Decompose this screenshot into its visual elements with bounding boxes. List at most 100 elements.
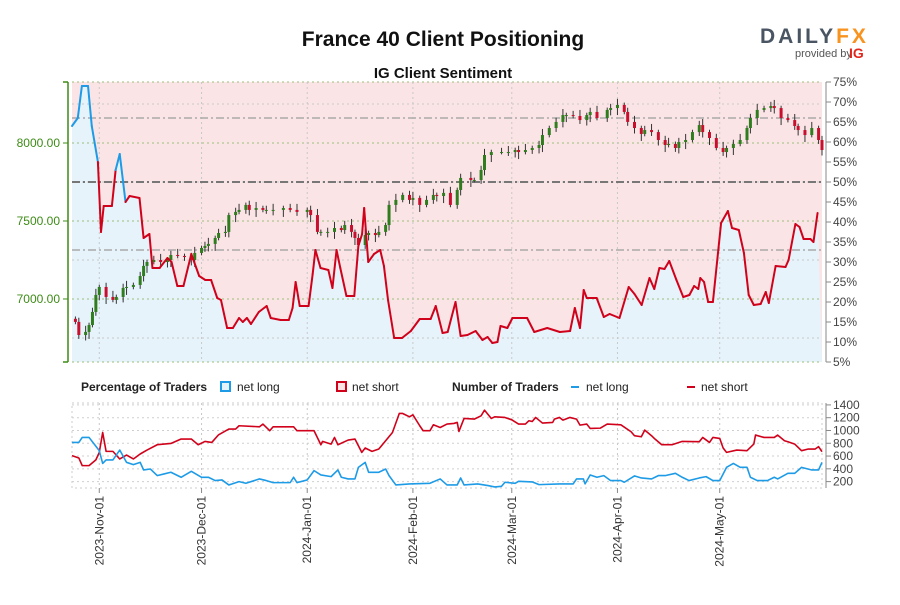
candle-up [500, 152, 504, 154]
chart-title: France 40 Client Positioning [302, 28, 584, 51]
net-long-pct-segment [387, 299, 396, 339]
candle-down [261, 208, 265, 210]
candle-down [408, 194, 411, 200]
candle-down [469, 177, 473, 180]
count-tick-label: 200 [833, 475, 853, 489]
net-long-pct-segment [335, 249, 342, 269]
net-long-pct-segment [148, 233, 154, 269]
candle-up [615, 104, 619, 109]
date-tick-label: 2024-Jan-01 [300, 496, 314, 564]
candle-down [73, 318, 77, 322]
pct-tick-label: 25% [833, 275, 857, 289]
candle-down [189, 257, 193, 260]
net-long-pct-segment [627, 286, 636, 295]
net-long-pct-segment [688, 285, 696, 296]
candle-up [523, 150, 527, 153]
net-long-pct-segment [198, 275, 207, 281]
net-long-pct-segment [569, 307, 576, 332]
candle-up [367, 232, 371, 236]
candle-down [339, 228, 343, 231]
net-long-pct-segment [533, 327, 549, 333]
date-tick-label: 2023-Nov-01 [92, 496, 106, 566]
candle-down [373, 232, 377, 236]
candle-up [609, 108, 613, 110]
net-long-pct-segment [663, 260, 671, 270]
logo-ig: IG [849, 45, 864, 61]
candle-down [309, 209, 313, 216]
net-long-pct-segment [602, 313, 611, 318]
net-long-pct-segment [774, 265, 787, 268]
candle-down [176, 254, 180, 256]
candle-up [667, 143, 671, 146]
net-long-pct-segment [379, 249, 385, 267]
pct-tick-label: 30% [833, 255, 857, 269]
candle-up [125, 286, 129, 288]
candle-up [513, 150, 517, 153]
net-long-pct-segment [90, 125, 99, 163]
candle-up [94, 294, 98, 312]
net-long-pct-segment [331, 249, 338, 289]
candle-up [203, 245, 207, 248]
net-long-pct-segment [446, 301, 457, 333]
candle-up [343, 225, 347, 231]
net-long-pct-segment [339, 267, 348, 297]
candle-up [213, 237, 217, 244]
pct-tick-label: 50% [833, 175, 857, 189]
count-tick-label: 600 [833, 449, 853, 463]
net-long-pct-segment [409, 318, 421, 332]
net-long-pct-segment [578, 289, 585, 329]
net-long-pct-segment [110, 169, 117, 207]
candle-down [356, 237, 360, 246]
net-long-pct-segment [573, 307, 581, 329]
candle-up [731, 143, 735, 148]
pct-tick-label: 65% [833, 115, 857, 129]
candle-down [622, 104, 626, 112]
net-long-pct-segment [720, 210, 729, 224]
logo-brand-daily: DAILY [760, 25, 836, 48]
pct-tick-label: 70% [833, 95, 857, 109]
candle-up [206, 243, 210, 246]
legend-num-long-label: net long [586, 380, 629, 394]
candle-down [595, 111, 599, 119]
candle-up [145, 262, 149, 266]
legend: Percentage of Traders net long net short… [81, 380, 748, 394]
candle-up [748, 118, 752, 129]
net-long-pct-segment [269, 317, 282, 321]
legend-pct-short-swatch [336, 381, 347, 392]
net-long-pct-segment [546, 327, 561, 333]
candle-down [350, 225, 354, 232]
candle-up [537, 145, 541, 148]
net-long-pct-segment [798, 226, 805, 240]
candle-down [111, 296, 115, 300]
candle-down [721, 147, 725, 153]
candle-down [701, 125, 705, 133]
candle-up [223, 231, 227, 233]
net-long-pct-segment [668, 260, 678, 281]
candle-up [87, 325, 91, 332]
candle-up [384, 225, 388, 232]
candle-up [547, 128, 551, 136]
candle-up [264, 209, 268, 211]
count-tick-label: 800 [833, 436, 853, 450]
candle-up [254, 208, 258, 210]
candle-down [77, 321, 81, 336]
candle-up [326, 231, 330, 233]
net-long-area [72, 86, 822, 362]
net-long-pct-segment [558, 330, 572, 333]
candle-up [479, 169, 483, 180]
candle-up [319, 231, 323, 233]
net-long-pct-segment [747, 294, 755, 306]
candle-up [165, 259, 169, 263]
net-long-pct-segment [633, 293, 643, 306]
candle-up [684, 140, 688, 143]
net-long-pct-segment [648, 277, 656, 290]
candle-down [663, 140, 667, 146]
pct-tick-label: 45% [833, 195, 857, 209]
candle-down [673, 143, 677, 148]
candle-up [97, 286, 101, 295]
net-long-pct-segment [434, 305, 444, 334]
candle-up [152, 259, 156, 263]
net-long-count-line [72, 436, 823, 488]
candle-down [104, 286, 108, 297]
